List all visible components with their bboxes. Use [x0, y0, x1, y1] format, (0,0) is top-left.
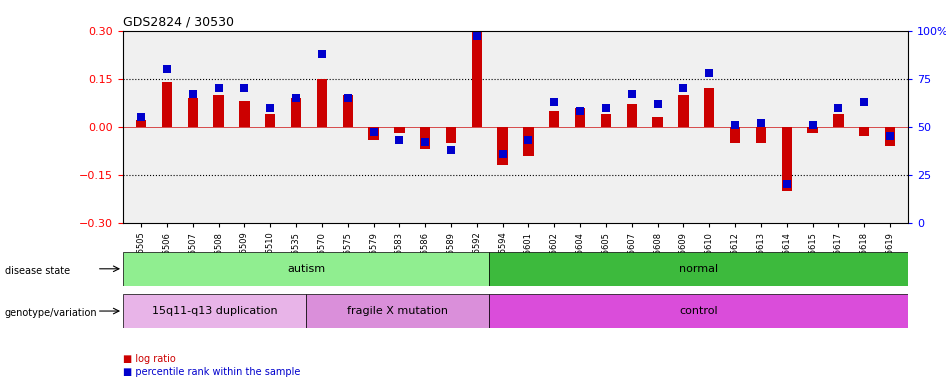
Point: [521, 137, 536, 143]
Point: [831, 104, 846, 111]
Point: [211, 85, 226, 91]
Bar: [756, 127, 766, 143]
Text: GDS2824 / 30530: GDS2824 / 30530: [123, 15, 234, 28]
Bar: [808, 127, 817, 133]
Point: [675, 85, 691, 91]
Bar: [394, 127, 405, 133]
Text: control: control: [679, 306, 718, 316]
Bar: [489, 294, 908, 328]
Text: genotype/variation: genotype/variation: [5, 308, 97, 318]
Bar: [368, 127, 378, 139]
Bar: [678, 95, 689, 127]
Point: [314, 51, 329, 57]
Point: [805, 122, 820, 128]
Bar: [730, 127, 741, 143]
Point: [650, 101, 665, 107]
Bar: [123, 294, 307, 328]
Text: fragile X mutation: fragile X mutation: [347, 306, 448, 316]
Point: [702, 70, 717, 76]
Point: [159, 66, 174, 72]
Bar: [307, 294, 489, 328]
Bar: [214, 95, 223, 127]
Bar: [859, 127, 869, 136]
Bar: [317, 79, 327, 127]
Point: [392, 137, 407, 143]
Bar: [575, 108, 586, 127]
Bar: [290, 98, 301, 127]
Point: [547, 99, 562, 105]
Bar: [523, 127, 534, 156]
Bar: [626, 104, 637, 127]
Point: [883, 133, 898, 139]
Bar: [498, 127, 508, 165]
Bar: [239, 101, 250, 127]
Point: [236, 85, 252, 91]
Bar: [446, 127, 456, 143]
Bar: [342, 95, 353, 127]
Point: [753, 120, 768, 126]
Bar: [781, 127, 792, 191]
Point: [417, 139, 432, 145]
Point: [495, 151, 510, 157]
Point: [185, 91, 201, 97]
Text: normal: normal: [679, 264, 718, 274]
Text: ■ percentile rank within the sample: ■ percentile rank within the sample: [123, 367, 300, 377]
Point: [780, 181, 795, 187]
Point: [599, 104, 614, 111]
Bar: [653, 117, 663, 127]
Point: [624, 91, 639, 97]
Point: [366, 129, 381, 136]
Bar: [162, 82, 172, 127]
Text: autism: autism: [288, 264, 325, 274]
Text: 15q11-q13 duplication: 15q11-q13 duplication: [151, 306, 277, 316]
Bar: [601, 114, 611, 127]
Bar: [265, 114, 275, 127]
Bar: [472, 31, 482, 127]
Bar: [136, 120, 147, 127]
Bar: [187, 98, 198, 127]
Point: [469, 33, 484, 40]
Bar: [549, 111, 559, 127]
Text: ■ log ratio: ■ log ratio: [123, 354, 176, 364]
Point: [572, 108, 587, 114]
Point: [727, 122, 743, 128]
Point: [133, 114, 149, 120]
Point: [289, 95, 304, 101]
Bar: [420, 127, 430, 149]
Point: [341, 95, 356, 101]
Bar: [489, 252, 908, 286]
Point: [263, 104, 278, 111]
Bar: [704, 88, 714, 127]
Bar: [885, 127, 895, 146]
Point: [857, 99, 872, 105]
Text: disease state: disease state: [5, 266, 70, 276]
Bar: [833, 114, 844, 127]
Bar: [123, 252, 489, 286]
Point: [444, 147, 459, 153]
